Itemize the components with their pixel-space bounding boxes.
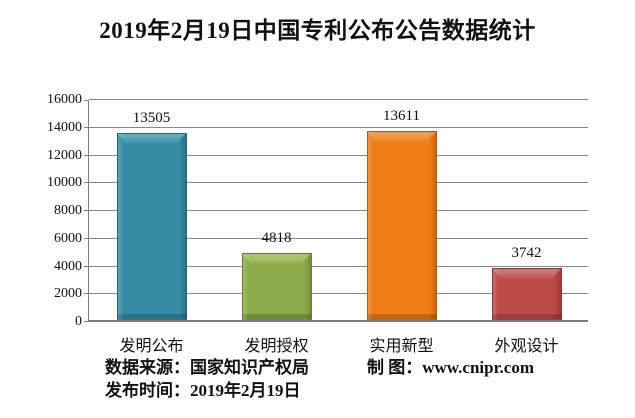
bar-value-label: 3742	[511, 245, 542, 262]
bar-bevel-highlight	[117, 133, 186, 145]
y-axis-label: 6000	[54, 230, 82, 246]
bar-side-sheen	[368, 132, 436, 320]
y-axis-tick	[84, 237, 89, 239]
y-axis-label: 10000	[47, 175, 82, 191]
y-axis-label: 0	[75, 314, 82, 329]
bar-bevel-highlight	[367, 132, 436, 144]
bar-bevel-shadow	[117, 314, 186, 320]
bar-side-sheen	[243, 254, 311, 320]
chart-footer: 数据来源：国家知识产权局 制 图：www.cnipr.com 发布时间：2019…	[105, 356, 625, 402]
bar-0	[116, 132, 187, 320]
publish-date-label: 发布时间：2019年2月19日	[105, 381, 301, 400]
x-axis-category-label: 实用新型	[369, 338, 434, 355]
bar-side-sheen	[493, 269, 561, 320]
gridline	[89, 182, 588, 184]
gridline	[89, 293, 588, 295]
y-axis-label: 8000	[54, 203, 82, 218]
bar-bevel-shadow	[367, 314, 436, 320]
bar-bevel-shadow	[492, 314, 561, 320]
bar-3	[491, 268, 562, 320]
bar-1	[241, 253, 312, 320]
y-axis-tick	[84, 210, 89, 211]
plot-area: 0 2000 4000 6000 8000 10000 12000 14000 16000 135…	[47, 92, 588, 355]
y-axis-tick	[84, 321, 89, 322]
y-axis-label: 4000	[54, 258, 82, 274]
bar-bevel-highlight	[492, 269, 561, 281]
data-source-label: 数据来源：国家知识产权局	[105, 358, 309, 377]
credit-label: 制 图：www.cnipr.com	[367, 358, 535, 377]
bar-bevel-highlight	[242, 254, 311, 266]
gridline	[89, 265, 588, 267]
bar-bevel-shadow	[242, 314, 311, 320]
y-axis-label: 14000	[47, 119, 82, 135]
bar-side-sheen	[118, 134, 186, 320]
gridline	[89, 237, 588, 239]
y-axis-tick	[84, 293, 89, 295]
y-axis-tick	[84, 265, 89, 267]
y-axis-tick	[84, 126, 89, 128]
chart-title: 2019年2月19日中国专利公布公告数据统计	[99, 18, 536, 43]
bar-value-label: 13611	[383, 108, 420, 125]
y-axis-tick	[84, 182, 89, 184]
x-axis-category-label: 外观设计	[494, 338, 559, 355]
gridline	[89, 210, 588, 211]
gridline	[89, 154, 588, 156]
x-axis-category-label: 发明公布	[119, 338, 184, 355]
bar-2	[366, 131, 437, 320]
y-axis-tick	[84, 154, 89, 156]
y-axis-label: 12000	[47, 147, 82, 163]
bar-value-label: 13505	[132, 109, 171, 126]
y-axis-label: 16000	[47, 92, 82, 107]
gridline	[89, 99, 588, 100]
y-axis-tick	[84, 100, 89, 101]
bar-value-label: 4818	[261, 230, 292, 247]
x-axis-category-label: 发明授权	[244, 338, 309, 355]
y-axis-label: 2000	[54, 286, 82, 302]
gridline	[89, 126, 588, 128]
